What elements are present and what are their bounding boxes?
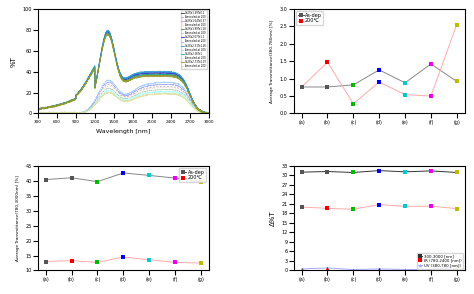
X-axis label: Wavelength [nm]: Wavelength [nm]	[96, 129, 150, 134]
Legend: 300-3000 [nm], IR (780-2400 [nm]), UV (380-780 [nm]): 300-3000 [nm], IR (780-2400 [nm]), UV (3…	[417, 253, 463, 268]
Y-axis label: Δ%T: Δ%T	[270, 210, 276, 226]
Y-axis label: %T: %T	[11, 56, 17, 66]
Legend: Ge2Sb1.49Te0.1, Annealed at 200, Ge2Sb1.64Te0.37, Annealed at 200, Ge2Sb1.99Te1.: Ge2Sb1.49Te0.1, Annealed at 200, Ge2Sb1.…	[181, 10, 207, 69]
Y-axis label: Average Transmittance(380-780nm) [%]: Average Transmittance(380-780nm) [%]	[270, 20, 274, 103]
Y-axis label: Average Transmittance(780-3000nm) [%]: Average Transmittance(780-3000nm) [%]	[16, 175, 20, 261]
Legend: As-dep, 200℃: As-dep, 200℃	[296, 11, 323, 25]
Legend: As-dep, 200℃: As-dep, 200℃	[179, 168, 206, 182]
